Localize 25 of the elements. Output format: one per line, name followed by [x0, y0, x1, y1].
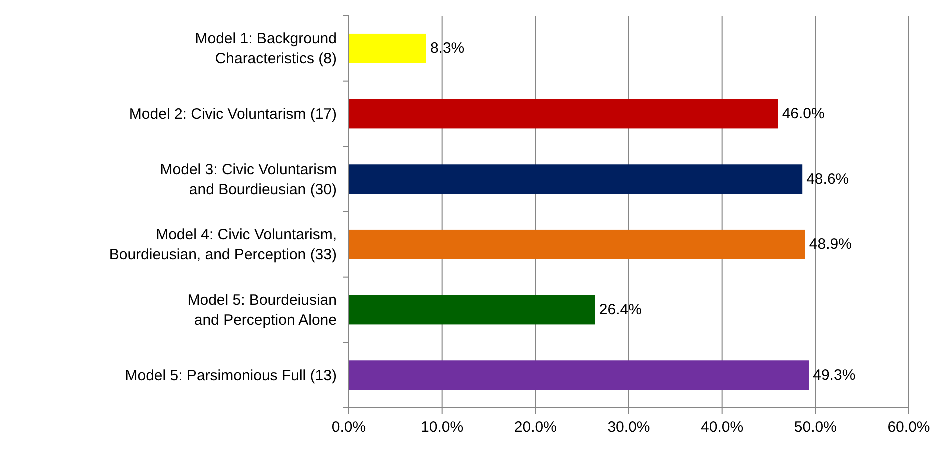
- x-tick-label: 20.0%: [514, 419, 557, 436]
- x-tick-label: 0.0%: [332, 419, 366, 436]
- y-tick-label: Model 2: Civic Voluntarism (17): [129, 106, 337, 122]
- data-label: 26.4%: [599, 302, 642, 318]
- x-tick-label: 30.0%: [608, 419, 650, 436]
- x-tick-label: 10.0%: [421, 419, 464, 436]
- y-tick-label: Model 3: Civic Voluntarism and Bourdieusian (30): [160, 160, 337, 198]
- bar: [349, 295, 596, 325]
- x-tick-label: 60.0%: [888, 419, 930, 436]
- bar: [349, 164, 803, 194]
- bar: [349, 230, 806, 260]
- y-tick-label: Model 5: Bourdeiusian and Perception Alone: [188, 292, 337, 328]
- y-tick-label: Model 1: Background Characteristics (8): [195, 30, 337, 68]
- data-label: 48.9%: [809, 236, 852, 254]
- bar: [349, 360, 810, 390]
- data-label: 8.3%: [430, 40, 465, 58]
- bar: [349, 99, 778, 129]
- data-label: 48.6%: [806, 170, 850, 188]
- x-tick-label: 40.0%: [701, 419, 744, 436]
- data-label: 49.3%: [813, 366, 856, 384]
- y-tick-label: Model 4: Civic Voluntarism, Bourdieusian, and Perception (33): [109, 226, 337, 264]
- bar: [349, 34, 426, 64]
- x-tick-label: 50.0%: [794, 419, 837, 436]
- data-label: 46.0%: [782, 106, 825, 122]
- y-tick-label: Model 5: Parsimonious Full (13): [125, 366, 337, 384]
